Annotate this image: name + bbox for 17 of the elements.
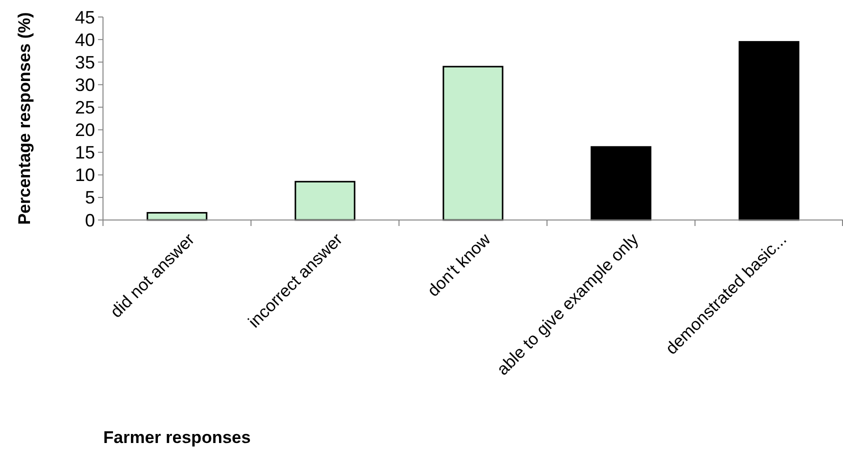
y-tick-label: 45 bbox=[74, 7, 95, 28]
y-tick-label: 0 bbox=[84, 210, 95, 230]
y-tick-label: 25 bbox=[74, 98, 95, 118]
x-axis-title: Farmer responses bbox=[103, 428, 251, 447]
y-tick-label: 5 bbox=[84, 188, 95, 208]
bar bbox=[146, 212, 208, 221]
y-tick-label: 40 bbox=[74, 30, 95, 50]
y-tick-label: 35 bbox=[74, 52, 95, 72]
y-tick-label: 20 bbox=[74, 120, 95, 140]
y-axis-title: Percentage responses (%) bbox=[15, 12, 34, 225]
bar bbox=[738, 41, 800, 221]
bar bbox=[442, 66, 504, 221]
y-tick-label: 30 bbox=[74, 74, 95, 95]
y-tick-label: 10 bbox=[74, 165, 95, 186]
y-tick-label: 15 bbox=[74, 142, 95, 163]
bar bbox=[590, 146, 652, 221]
bar bbox=[294, 180, 356, 221]
